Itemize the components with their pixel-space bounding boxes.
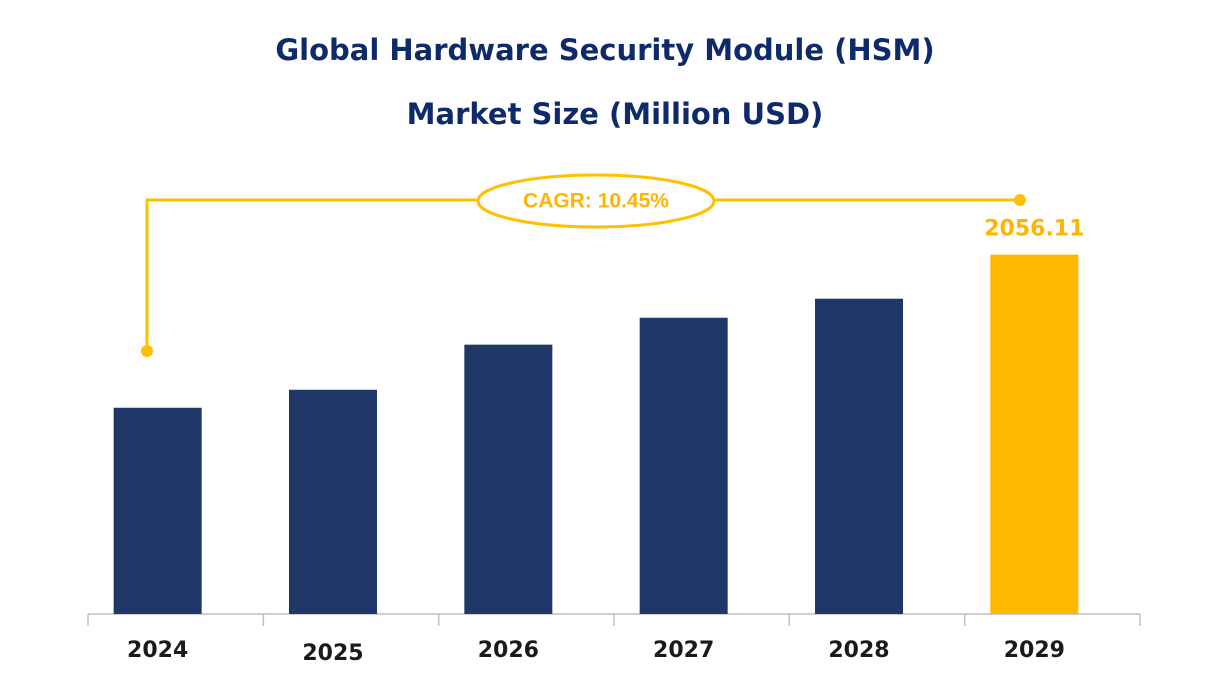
bracket-dot — [141, 345, 153, 357]
bar — [639, 317, 728, 614]
x-tick-label: 2029 — [1004, 638, 1065, 663]
bar — [289, 389, 377, 614]
x-tick-label: 2024 — [127, 638, 188, 663]
x-tick-label: 2027 — [653, 638, 714, 663]
bar — [113, 407, 202, 614]
bar — [464, 344, 553, 614]
x-tick-label: 2025 — [302, 641, 363, 666]
bar — [990, 254, 1079, 614]
value-label: 2056.11 — [984, 217, 1084, 242]
chart-subtitle: Market Size (Million USD) — [407, 97, 824, 131]
cagr-annotation: CAGR: 10.45% — [523, 190, 669, 213]
x-tick-label: 2028 — [828, 638, 889, 663]
bracket-dot — [1014, 194, 1026, 206]
bar — [815, 298, 903, 614]
chart-title: Global Hardware Security Module (HSM) — [275, 33, 934, 67]
x-tick-label: 2026 — [478, 638, 539, 663]
cagr-bracket — [145, 173, 1020, 351]
